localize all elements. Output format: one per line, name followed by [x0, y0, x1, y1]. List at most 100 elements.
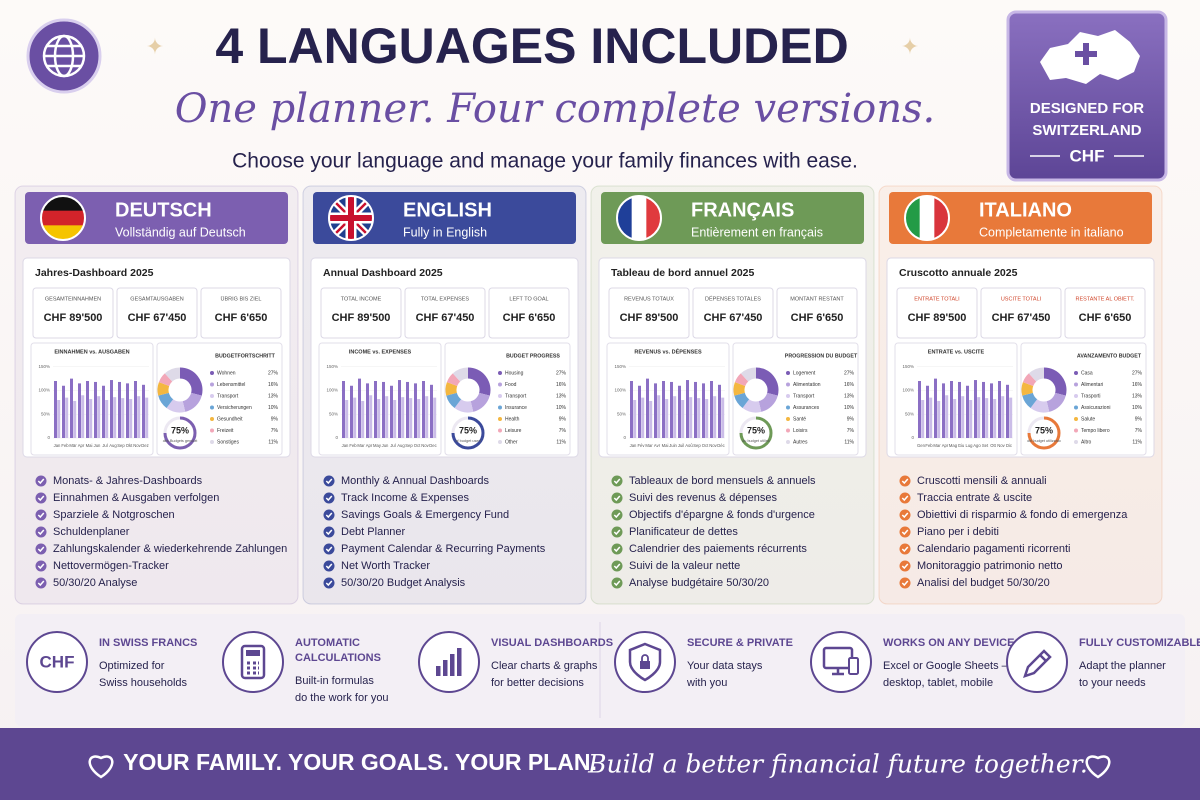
pencil-icon	[1023, 649, 1052, 678]
y-tick-label: 0	[335, 435, 338, 440]
tagline: One planner. Four complete versions.	[175, 86, 936, 132]
highlight-icon-text: CHF	[40, 652, 75, 671]
x-tick-label: Apr	[78, 443, 85, 448]
panel-header	[313, 192, 576, 244]
y-tick-label: 50%	[329, 411, 338, 416]
check-icon	[899, 526, 911, 538]
bar	[993, 399, 997, 438]
highlight-text: for better decisions	[491, 677, 584, 689]
legend-label: Transport	[505, 393, 527, 399]
check-icon	[35, 526, 47, 538]
bars-icon	[457, 648, 462, 676]
chart-title: EINNAHMEN vs. AUSGABEN	[54, 349, 129, 355]
progress-arc	[163, 416, 197, 450]
highlight-text: Swiss households	[99, 677, 188, 689]
legend-label: Assurances	[793, 405, 820, 411]
check-mark	[325, 563, 333, 570]
bar	[934, 378, 937, 438]
x-tick-label: Dic	[1006, 443, 1012, 448]
check-mark	[325, 495, 333, 502]
legend-label: Insurance	[505, 405, 527, 411]
legend-value: 27%	[1132, 370, 1143, 376]
legend-value: 11%	[268, 439, 278, 445]
legend-value: 7%	[271, 428, 279, 434]
feature-text: Track Income & Expenses	[341, 492, 469, 504]
legend-dot	[498, 394, 502, 398]
legend-dot	[210, 382, 214, 387]
feature-text: Suivi des revenus & dépenses	[629, 492, 777, 504]
y-tick-label: 0	[47, 435, 50, 440]
bar	[654, 383, 657, 438]
x-tick-label: Dec	[429, 443, 436, 448]
progress-caption: of budget used	[455, 439, 480, 443]
bar	[406, 381, 409, 438]
x-tick-label: Okt	[126, 443, 133, 448]
bar	[382, 381, 385, 438]
kpi-box	[32, 287, 114, 339]
check-icon	[323, 560, 335, 572]
legend-value: 11%	[556, 439, 566, 445]
highlight-text: Built-in formulas	[295, 675, 374, 687]
y-tick-label: 100%	[326, 388, 338, 393]
x-tick-label: Dez	[141, 443, 148, 448]
progress-value: 75%	[459, 425, 477, 435]
progress-value: 75%	[1035, 425, 1053, 435]
bar	[366, 383, 369, 438]
x-tick-label: Giu	[958, 443, 965, 448]
language-subtitle: Completamente in italiano	[979, 225, 1124, 239]
x-tick-label: Mar	[933, 443, 941, 448]
highlight-text: Optimized for	[99, 660, 165, 672]
legend-dot	[786, 440, 790, 444]
bar	[102, 385, 105, 438]
kpi-box	[692, 287, 774, 339]
check-icon	[611, 526, 623, 538]
check-icon	[35, 560, 47, 572]
x-tick-label: Aug	[109, 443, 117, 448]
x-tick-label: Jan	[630, 443, 637, 448]
bar	[985, 398, 989, 438]
y-tick-label: 150%	[614, 364, 626, 369]
highlight-title: VISUAL DASHBOARDS	[491, 637, 613, 649]
language-name: FRANÇAIS	[691, 199, 794, 221]
x-tick-label: Nov	[709, 443, 717, 448]
legend-label: Versicherungen	[217, 405, 252, 411]
bar	[950, 381, 953, 438]
kpi-box	[116, 287, 198, 339]
highlight-text: Clear charts & graphs	[491, 660, 598, 672]
flag-stripe	[41, 210, 85, 227]
bar	[78, 383, 81, 438]
check-mark	[901, 512, 909, 519]
legend-dot	[1074, 371, 1078, 375]
language-panel: ITALIANO Completamente in italiano Cruscot…	[878, 185, 1163, 605]
progress-arc	[739, 416, 773, 450]
bar	[414, 383, 417, 438]
bar	[110, 380, 113, 438]
bar	[633, 400, 637, 438]
highlight: SECURE & PRIVATE Your data stays with you	[614, 631, 793, 693]
budget-title: BUDGETFORTSCHRITT	[215, 353, 275, 359]
bar	[374, 381, 377, 438]
bar	[702, 383, 705, 438]
feature-text: Schuldenplaner	[53, 526, 130, 538]
y-tick-label: 150%	[902, 364, 914, 369]
highlight-title: CALCULATIONS	[295, 652, 381, 664]
progress-caption: del budget utilizzato	[1027, 439, 1061, 443]
feature-text: Net Worth Tracker	[341, 560, 430, 572]
x-tick-label: Nov	[997, 443, 1005, 448]
x-tick-label: Avr	[654, 443, 661, 448]
legend-value: 11%	[844, 439, 854, 445]
check-mark	[901, 478, 909, 485]
legend-value: 27%	[556, 370, 567, 376]
bar	[721, 397, 725, 438]
kpi-box	[200, 287, 282, 339]
check-icon	[611, 475, 623, 487]
legend-value: 7%	[847, 428, 855, 434]
legend-value: 10%	[844, 405, 855, 411]
highlight-text: Excel or Google Sheets –	[883, 660, 1009, 672]
legend-dot	[498, 440, 502, 444]
highlight-text: desktop, tablet, mobile	[883, 677, 993, 689]
legend-dot	[1074, 417, 1078, 421]
kpi-label: REVENUS TOTAUX	[624, 296, 674, 302]
flag-ring	[328, 195, 374, 241]
